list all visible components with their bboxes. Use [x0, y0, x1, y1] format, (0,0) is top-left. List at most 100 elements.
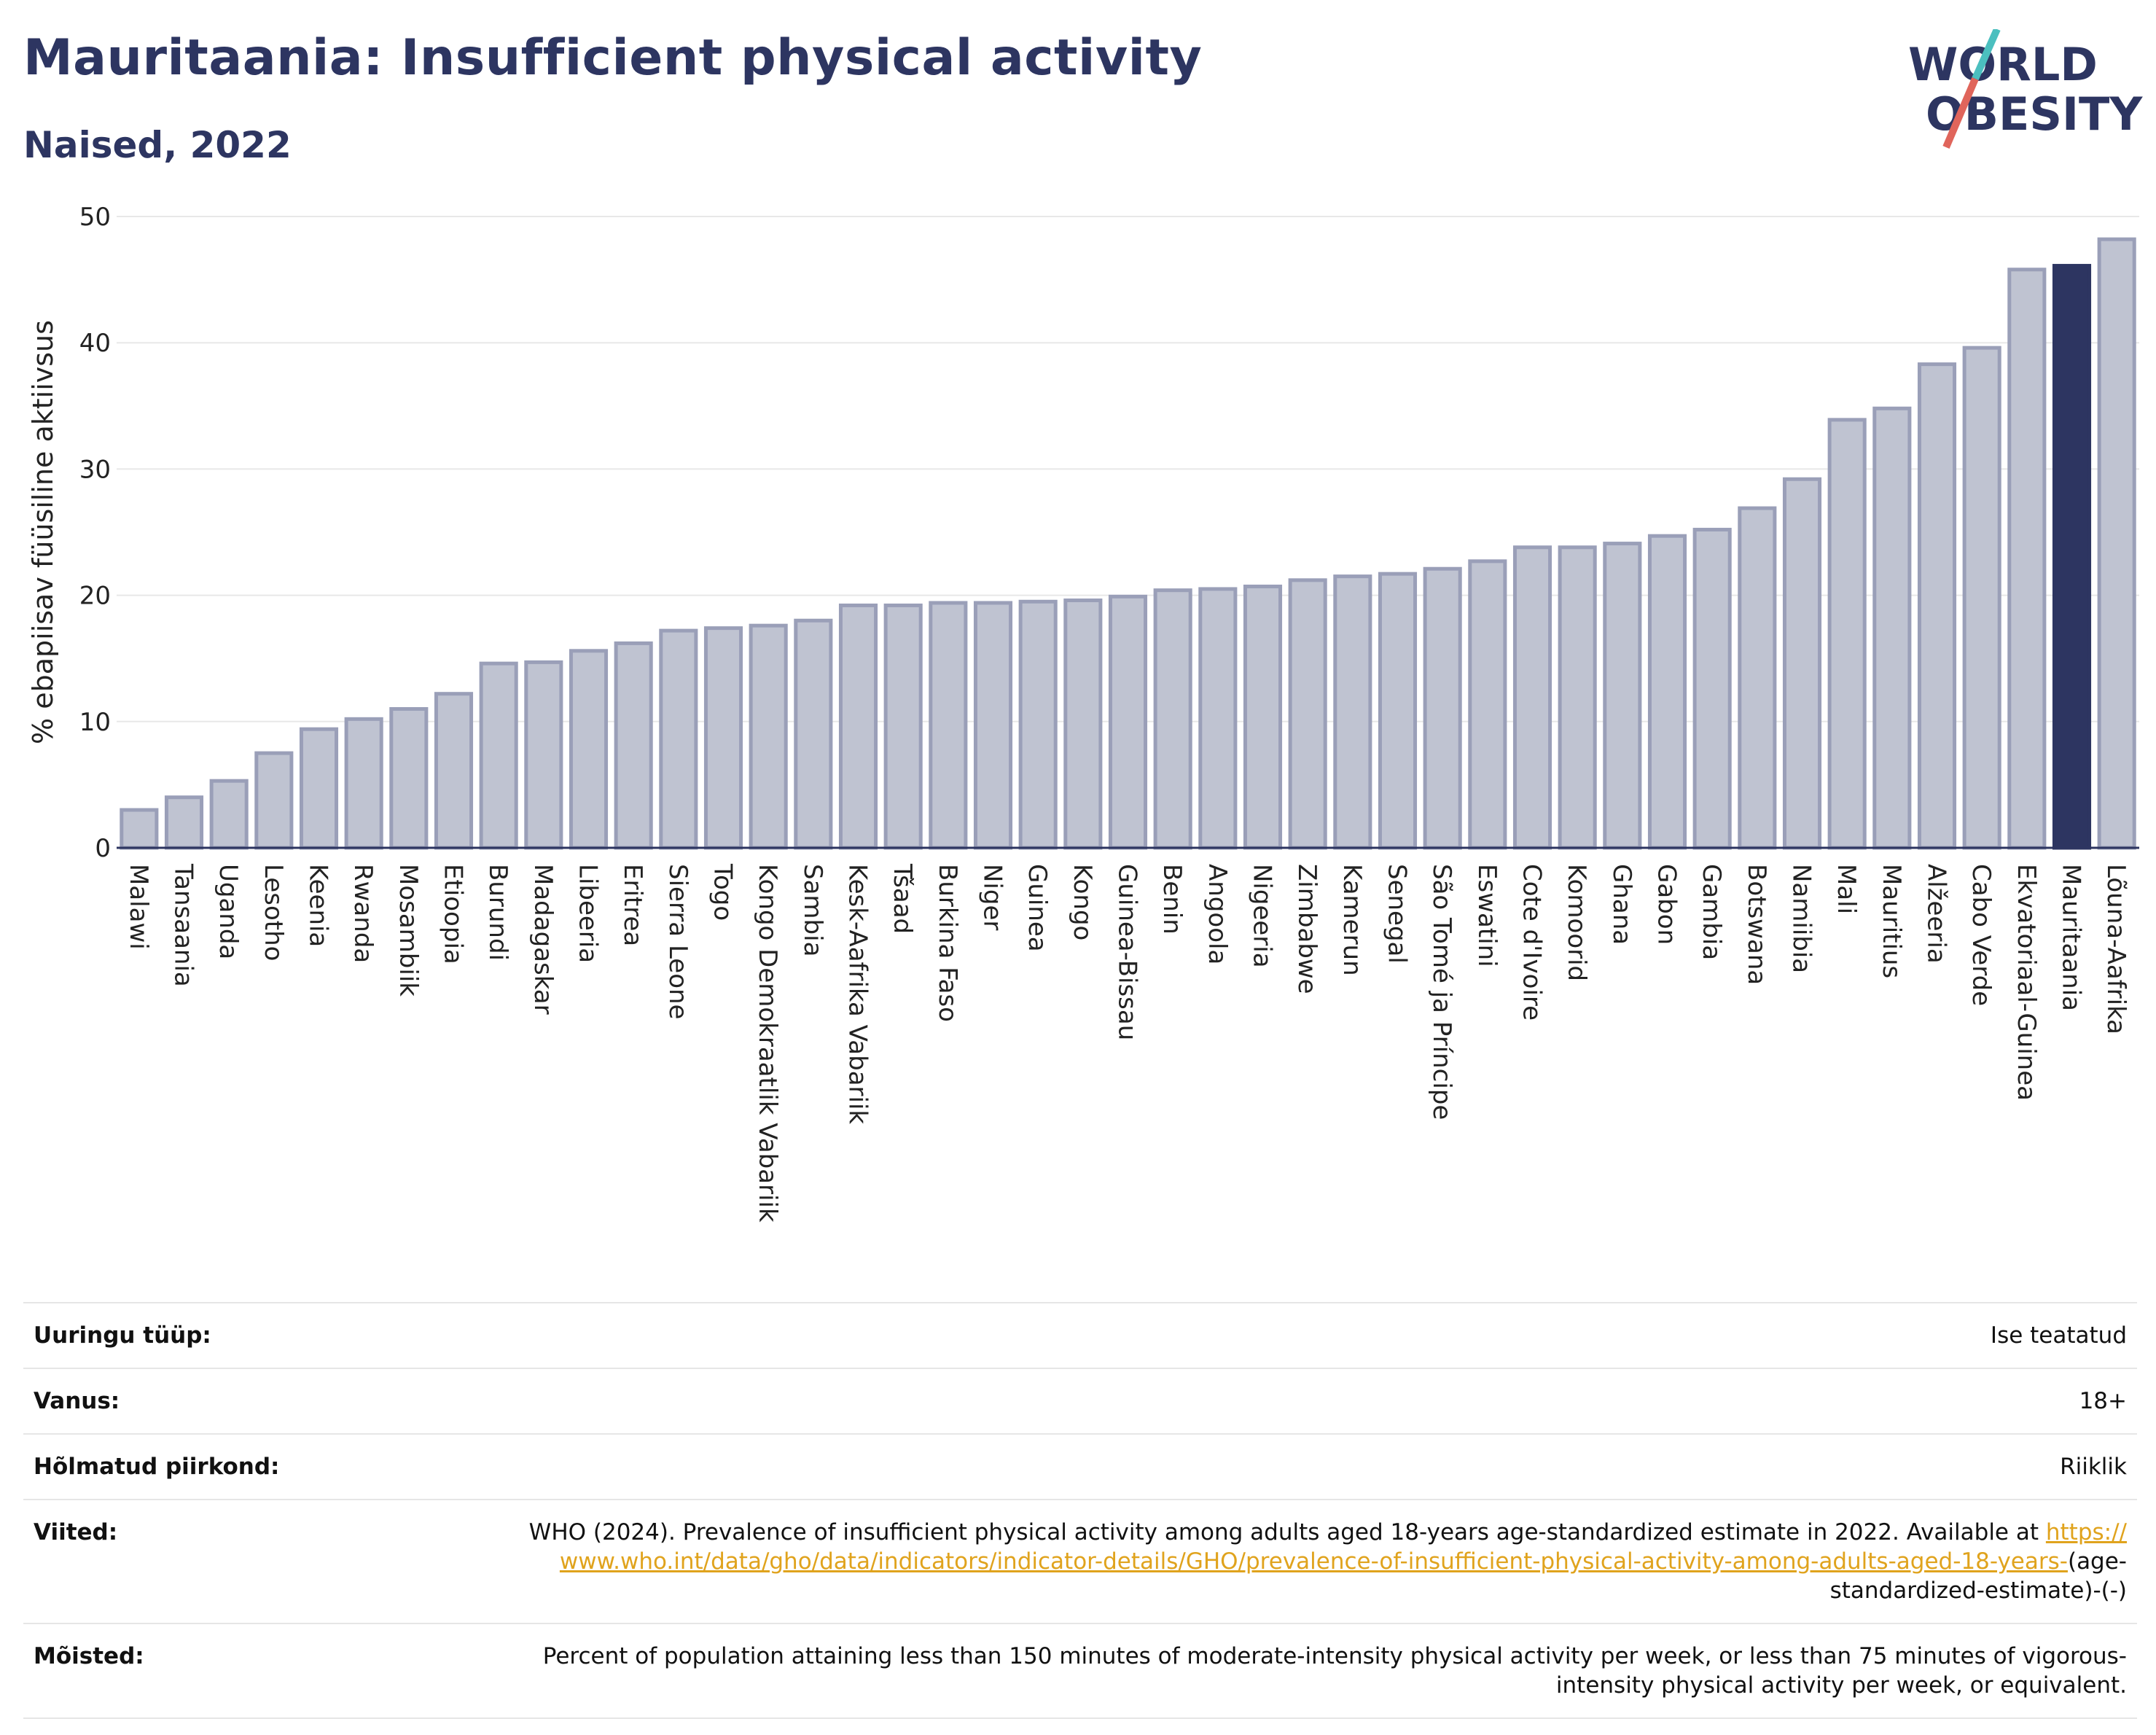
x-tick-label: Gabon: [1652, 864, 1682, 945]
logo-line1: WORLD: [1908, 38, 2098, 91]
x-tick-label: Burundi: [483, 864, 512, 961]
bar-sierra-leone: [659, 628, 698, 850]
y-tick-label: 50: [79, 203, 111, 232]
x-tick-label: Cote d'Ivoire: [1518, 864, 1547, 1021]
x-tick-label: Ekvatoriaal-Guinea: [2012, 864, 2041, 1101]
x-tick-label: Benin: [1157, 864, 1187, 935]
bar-l-una-aafrika: [2097, 237, 2136, 850]
bar-togo: [703, 626, 743, 850]
bar-eritrea: [614, 641, 653, 850]
bar-namiibia: [1782, 477, 1822, 850]
bar-kesk-aafrika-vabariik: [838, 603, 878, 850]
bar-benin: [1153, 588, 1192, 850]
meta-value: 18+: [2079, 1388, 2127, 1414]
x-tick-label: Rwanda: [348, 864, 378, 963]
bar-keenia: [299, 727, 339, 850]
x-tick-label: Senegal: [1383, 864, 1412, 964]
x-tick-label: Kongo Demokraatlik Vabariik: [753, 864, 782, 1223]
bar-kamerun: [1333, 574, 1372, 850]
reference-suffix: (age-standardized-estimate)-(-): [1829, 1548, 2127, 1604]
x-tick-label: Tansaania: [169, 863, 198, 987]
meta-value: Riiklik: [2060, 1454, 2127, 1480]
bar-lesotho: [254, 751, 294, 850]
x-tick-label: Etioopia: [439, 864, 468, 964]
bar-rwanda: [344, 717, 383, 850]
meta-row-definitions: Mõisted: Percent of population attaining…: [23, 1623, 2137, 1719]
x-tick-label: Sambia: [798, 864, 827, 956]
x-tick-label: Uganda: [214, 864, 243, 959]
x-tick-label: Mauritius: [1877, 864, 1906, 978]
page-subtitle: Naised, 2022: [23, 124, 292, 166]
x-tick-label: Burkina Faso: [933, 864, 962, 1022]
bar-gambia: [1692, 528, 1732, 850]
meta-label: Vanus:: [34, 1388, 120, 1414]
meta-label: Viited:: [34, 1519, 118, 1545]
x-tick-label: Malawi: [124, 864, 153, 950]
reference-link[interactable]: https://www.who.int/data/gho/data/indica…: [559, 1519, 2127, 1575]
bar-gabon: [1647, 534, 1687, 850]
y-axis-label: % ebapiisav füüsiline aktiivsus: [27, 320, 59, 744]
world-obesity-logo: WORLD OBESITY: [1908, 29, 2143, 149]
bar-s-o-tom-ja-pr-ncipe: [1423, 566, 1462, 850]
bar-senegal: [1378, 572, 1418, 850]
bar-cote-d-ivoire: [1512, 545, 1552, 850]
bar-mosambiik: [389, 706, 429, 850]
reference-text: WHO (2024). Prevalence of insufficient p…: [528, 1519, 2039, 1545]
bar-guinea-bissau: [1108, 594, 1148, 850]
bar-botswana: [1738, 506, 1777, 850]
x-tick-label: Namiibia: [1787, 864, 1816, 973]
x-tick-label: Mosambiik: [394, 864, 423, 997]
bar-guinea: [1018, 599, 1058, 850]
meta-row-age: Vanus: 18+: [23, 1368, 2137, 1433]
x-tick-label: Alžeeria: [1922, 864, 1951, 964]
y-tick-label: 30: [79, 455, 111, 484]
x-tick-label: Guinea-Bissau: [1113, 864, 1142, 1040]
bar-libeeria: [569, 649, 609, 850]
meta-label: Uuringu tüüp:: [34, 1322, 211, 1349]
x-tick-label: Eritrea: [618, 864, 647, 946]
x-tick-label: Zimbabwe: [1292, 864, 1321, 994]
meta-row-survey-type: Uuringu tüüp: Ise teatatud: [23, 1302, 2137, 1368]
bar-mali: [1827, 418, 1867, 850]
bar-uganda: [209, 779, 249, 850]
x-tick-label: Ghana: [1607, 864, 1636, 945]
x-tick-label: Mali: [1832, 864, 1861, 914]
x-tick-label: Komoorid: [1562, 864, 1591, 981]
bar-sambia: [794, 618, 833, 850]
x-tick-label: Tšaad: [888, 863, 917, 934]
meta-row-references: Viited: WHO (2024). Prevalence of insuff…: [23, 1499, 2137, 1623]
bar-kongo: [1063, 599, 1103, 850]
x-tick-label: Cabo Verde: [1966, 864, 1996, 1006]
metadata-table: Uuringu tüüp: Ise teatatud Vanus: 18+ Hõ…: [23, 1302, 2137, 1719]
x-tick-label: Lesotho: [259, 864, 288, 961]
bar-cabo-verde: [1962, 346, 2001, 850]
x-tick-label: Kesk-Aafrika Vabariik: [843, 864, 872, 1124]
x-tick-label: Lõuna-Aafrika: [2101, 864, 2130, 1034]
x-tick-label: Eswatini: [1472, 864, 1501, 967]
bar-kongo-demokraatlik-vabariik: [749, 623, 788, 850]
bar-etioopia: [434, 692, 474, 850]
bar-burundi: [479, 661, 518, 850]
bar-ekvatoriaal-guinea: [2007, 268, 2047, 850]
bar-burkina-faso: [929, 601, 968, 850]
x-tick-label: Libeeria: [574, 864, 603, 963]
bar-zimbabwe: [1288, 578, 1327, 850]
logo-accent-red: [1942, 77, 1979, 149]
x-tick-label: Gambia: [1697, 864, 1726, 960]
bar-madagaskar: [524, 660, 563, 850]
x-tick-label: Angoola: [1203, 864, 1232, 964]
y-tick-label: 20: [79, 582, 111, 611]
bar-eswatini: [1468, 559, 1507, 850]
x-tick-label: Keenia: [304, 864, 333, 947]
bar-mauritaania: [2052, 264, 2092, 850]
bar-ghana: [1603, 542, 1642, 850]
bar-nigeeria: [1243, 584, 1283, 850]
x-tick-label: Madagaskar: [528, 864, 558, 1015]
x-tick-label: Kamerun: [1337, 864, 1367, 976]
y-tick-label: 10: [79, 708, 111, 737]
y-tick-label: 0: [95, 834, 111, 863]
bar-malawi: [120, 808, 159, 850]
bar-t-aad: [883, 603, 923, 850]
meta-row-coverage: Hõlmatud piirkond: Riiklik: [23, 1433, 2137, 1499]
meta-value: WHO (2024). Prevalence of insufficient p…: [523, 1518, 2127, 1605]
